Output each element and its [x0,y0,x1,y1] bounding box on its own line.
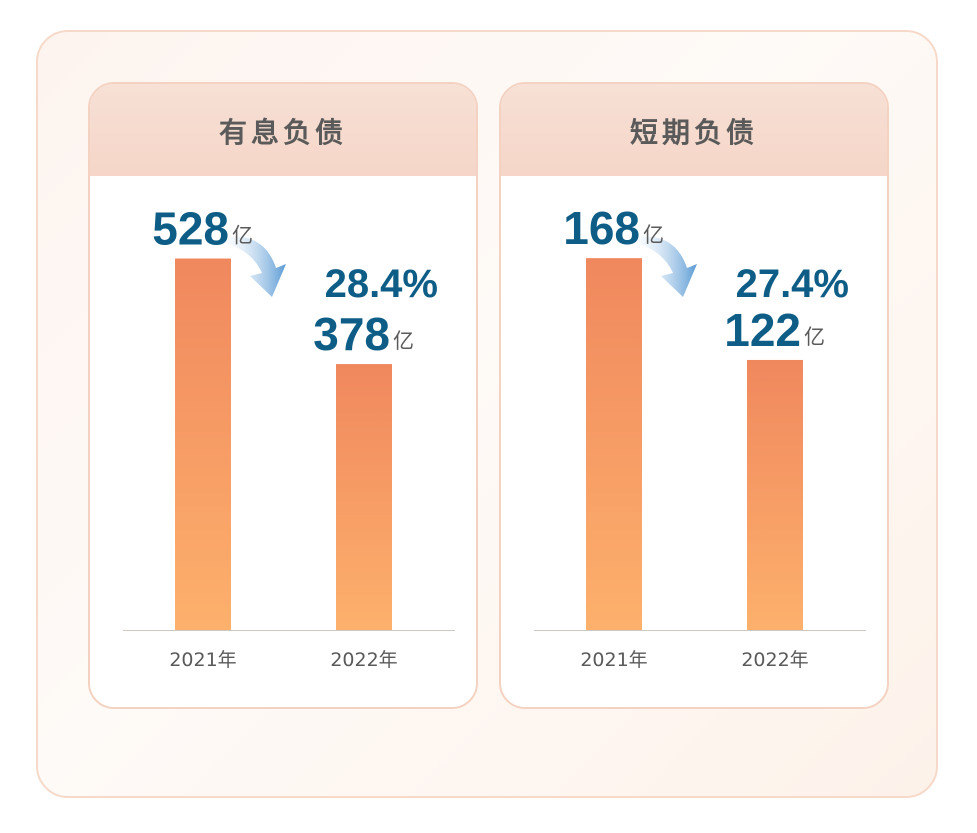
bar-unit-label: 亿 [643,223,664,247]
change-percent-label: 28.4% [325,262,438,306]
panel-header [90,84,476,176]
change-percent-label: 27.4% [736,262,849,306]
bar-unit-label: 亿 [393,329,414,353]
chart-panel-interest-bearing-debt: 有息负债 28.4% 528 亿 2021年 378 亿 2022年 [88,82,478,709]
x-tick-label: 2022年 [330,649,397,671]
bar-2021年 [586,258,642,630]
x-tick-label: 2021年 [580,649,647,671]
bar-value-label: 528 [152,203,229,255]
bar-unit-label: 亿 [804,325,825,349]
bar-value-label: 378 [313,308,390,360]
chart-title: 短期负债 [629,116,758,149]
bar-2021年 [175,258,231,630]
x-tick-label: 2022年 [741,649,808,671]
bar-value-label: 168 [563,202,640,254]
bar-value-label: 122 [724,304,801,356]
bar-2022年 [747,359,803,630]
bar-2022年 [336,364,392,630]
chart-panel-short-term-debt: 短期负债 27.4% 168 亿 2021年 122 亿 2022年 [499,82,889,709]
chart-title: 有息负债 [218,116,347,149]
panel-header [501,84,887,176]
decrease-arrow-icon [623,236,697,297]
x-tick-label: 2021年 [169,649,236,671]
decrease-arrow-icon [212,236,286,297]
bar-unit-label: 亿 [232,224,253,248]
